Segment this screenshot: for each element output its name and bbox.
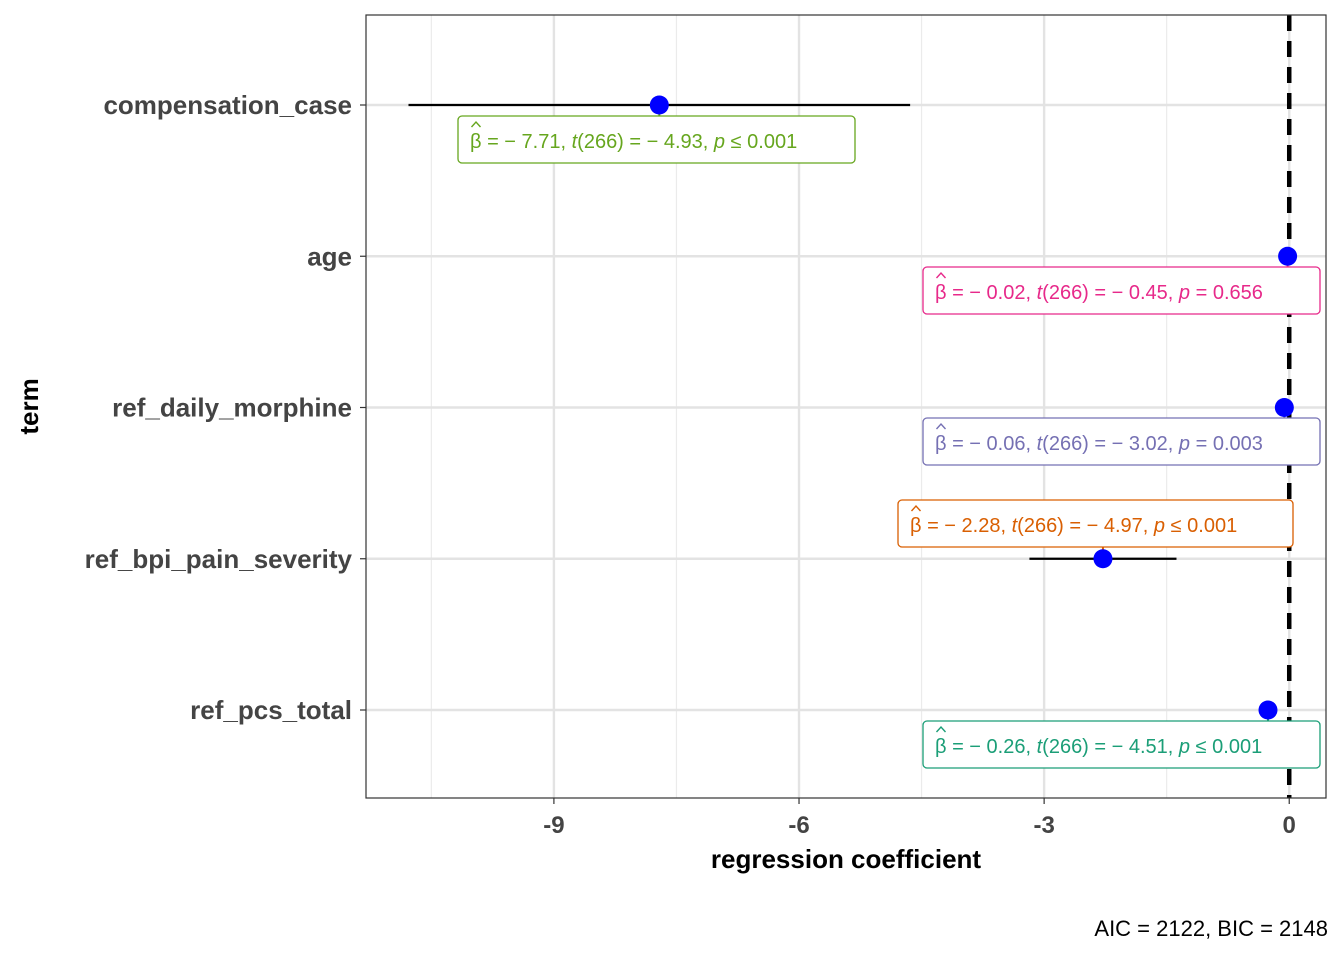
panel-border [365, 14, 1327, 799]
beta-hat-icon [470, 120, 482, 128]
label-box [457, 115, 856, 164]
point-ref_bpi_pain_severity [1093, 549, 1113, 569]
coef-label-ref_daily_morphine: β = − 0.06, t(266) = − 3.02, p = 0.003 [922, 417, 1321, 466]
y-axis-title: term [14, 378, 44, 434]
x-axis-title: regression coefficient [711, 844, 982, 874]
y-tick-label: ref_pcs_total [190, 695, 352, 725]
coef-label-compensation_case: β = − 7.71, t(266) = − 4.93, p ≤ 0.001 [457, 115, 856, 164]
point-age [1278, 246, 1298, 266]
label-box [897, 499, 1294, 548]
beta-hat-icon [910, 504, 922, 512]
coef-label-ref_bpi_pain_severity: β = − 2.28, t(266) = − 4.97, p ≤ 0.001 [897, 499, 1294, 548]
beta-hat-icon [935, 422, 947, 430]
y-tick-label: ref_daily_morphine [112, 393, 352, 423]
x-tick-label: -6 [788, 812, 809, 839]
coef-label-ref_pcs_total: β = − 0.26, t(266) = − 4.51, p ≤ 0.001 [922, 720, 1321, 769]
beta-hat-icon [935, 271, 947, 279]
x-tick-label: -9 [543, 812, 564, 839]
point-overlay [649, 95, 1298, 720]
coef-label-text: β = − 0.26, t(266) = − 4.51, p ≤ 0.001 [935, 736, 1262, 758]
x-tick-label: -3 [1033, 812, 1054, 839]
x-axis: -9 -6 -3 0 [543, 798, 1296, 839]
label-box [922, 266, 1321, 315]
coef-label-text: β = − 2.28, t(266) = − 4.97, p ≤ 0.001 [910, 515, 1237, 537]
label-box [922, 720, 1321, 769]
y-tick-label: compensation_case [103, 90, 352, 120]
coef-label-text: β = − 7.71, t(266) = − 4.93, p ≤ 0.001 [470, 131, 797, 153]
coef-label-text: β = − 0.02, t(266) = − 0.45, p = 0.656 [935, 282, 1263, 304]
y-tick-label: ref_bpi_pain_severity [85, 544, 353, 574]
model-fit-caption: AIC = 2122, BIC = 2148 [1094, 916, 1328, 941]
label-layer: β = − 7.71, t(266) = − 4.93, p ≤ 0.001 β … [457, 105, 1321, 769]
point-ref_pcs_total [1258, 700, 1278, 720]
beta-hat-icon [935, 725, 947, 733]
label-box [922, 417, 1321, 466]
point-compensation_case [649, 95, 669, 115]
coef-label-text: β = − 0.06, t(266) = − 3.02, p = 0.003 [935, 433, 1263, 455]
y-tick-label: age [307, 241, 352, 271]
coef-label-age: β = − 0.02, t(266) = − 0.45, p = 0.656 [922, 266, 1321, 315]
point-ref_daily_morphine [1274, 398, 1294, 417]
x-tick-label: 0 [1283, 812, 1296, 839]
